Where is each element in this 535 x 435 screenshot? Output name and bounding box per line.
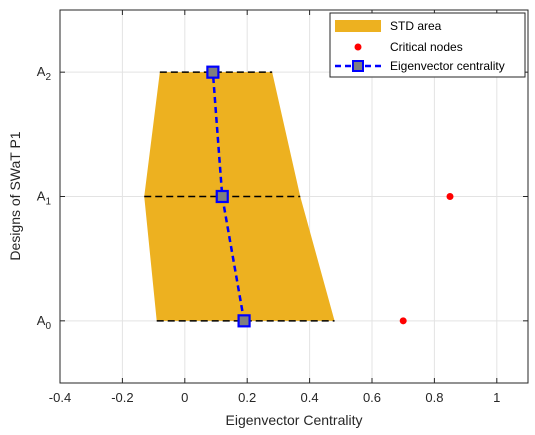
x-axis-label: Eigenvector Centrality [226,412,363,428]
legend-label-eigenvector: Eigenvector centrality [390,59,505,73]
eigenvector-line [211,72,246,322]
legend-label-critical-nodes: Critical nodes [390,40,463,54]
eigenvector-point [237,314,251,328]
critical-node-point [446,193,454,200]
x-tick-label: 0.8 [425,390,443,405]
legend-label-std-area: STD area [390,19,442,33]
x-tick-label: -0.4 [49,390,71,405]
x-tick-label: -0.2 [111,390,133,405]
legend-marker-eigenvector [352,60,364,72]
y-tick-label: A2 [37,64,52,83]
critical-node-point [399,317,407,325]
x-tick-label: 0 [181,390,188,405]
legend: STD area Critical nodes Eigenvector cent… [329,12,526,78]
eigenvector-point [206,65,220,79]
eigenvector-series [206,65,251,328]
x-tick-label: 0.2 [238,390,256,405]
x-tick-label: 0.6 [363,390,381,405]
y-axis-label: Designs of SWaT P1 [7,131,23,260]
legend-swatch-std-area [335,20,381,32]
legend-marker-critical-nodes [354,43,362,51]
eigenvector-point [215,189,229,204]
y-axis-ticks: A0 A1 A2 [37,64,528,332]
y-tick-label: A0 [37,313,52,332]
std-area-polygon [144,72,335,321]
x-tick-label: 0.4 [301,390,319,405]
y-tick-label: A1 [37,189,52,208]
x-tick-label: 1 [493,390,500,405]
x-axis-ticks: -0.4 -0.2 0 0.2 0.4 0.6 0.8 1 [49,10,500,405]
